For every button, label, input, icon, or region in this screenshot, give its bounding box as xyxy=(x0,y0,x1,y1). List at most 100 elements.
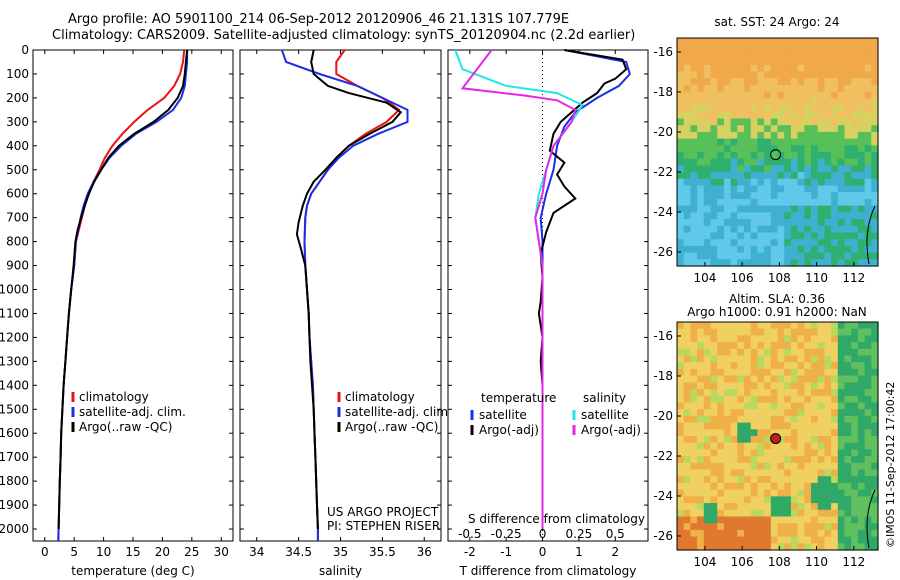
map-cell xyxy=(723,98,732,106)
map-cell xyxy=(770,125,779,133)
map-cell xyxy=(723,469,732,477)
map-cell xyxy=(710,125,718,133)
map-cell xyxy=(683,375,691,383)
map-cell xyxy=(817,536,825,544)
map-cell xyxy=(750,38,758,46)
map-cell xyxy=(710,192,718,200)
map-cell xyxy=(777,145,785,153)
map-cell xyxy=(811,516,819,524)
map-cell xyxy=(864,348,872,357)
map-cell xyxy=(710,415,718,424)
map-cell xyxy=(777,152,785,160)
map-cell xyxy=(717,456,725,464)
map-cell xyxy=(777,429,785,437)
map-cell xyxy=(710,118,718,126)
map-cell xyxy=(703,462,712,471)
map-cell xyxy=(797,469,805,477)
map-cell xyxy=(723,395,732,404)
map-cell xyxy=(683,422,691,430)
map-cell xyxy=(697,442,705,450)
map-cell xyxy=(710,64,718,73)
map-cell xyxy=(750,456,758,464)
map-cell xyxy=(750,436,758,444)
map-cell xyxy=(871,429,879,437)
map-cell xyxy=(790,415,799,424)
map-cell xyxy=(770,38,779,46)
map-cell xyxy=(837,51,846,59)
map-cell xyxy=(757,422,765,430)
map-cell xyxy=(770,259,779,267)
map-cell xyxy=(804,348,812,357)
map-cell xyxy=(817,105,825,113)
map-cell xyxy=(677,389,685,397)
map-cell xyxy=(764,449,772,457)
map-cell xyxy=(857,118,866,126)
map-cell xyxy=(710,198,718,207)
map-cell xyxy=(817,469,825,477)
map-cell xyxy=(811,523,819,531)
map-cell xyxy=(750,509,758,518)
map-cell xyxy=(750,165,758,173)
map-cell xyxy=(710,212,718,220)
map-cell xyxy=(864,543,872,551)
map-cell xyxy=(844,489,852,497)
top-axis-label: S difference from climatology xyxy=(468,512,645,526)
map-cell xyxy=(837,375,846,383)
map-cell xyxy=(790,165,799,173)
map-cell xyxy=(677,158,685,166)
map-cell xyxy=(837,58,846,66)
map-cell xyxy=(777,198,785,207)
map-cell xyxy=(744,232,752,240)
map-cell xyxy=(797,172,805,180)
map-cell xyxy=(697,178,705,187)
map-cell xyxy=(723,58,732,66)
map-cell xyxy=(851,395,859,404)
map-cell xyxy=(837,71,846,79)
map-cell xyxy=(710,178,718,187)
map-cell xyxy=(770,516,779,524)
map-cell xyxy=(844,456,852,464)
map-cell xyxy=(737,436,745,444)
map-cell xyxy=(710,456,718,464)
map-cell xyxy=(857,125,866,133)
map-cell xyxy=(683,342,691,350)
map-cell xyxy=(737,198,745,207)
map-cell xyxy=(811,543,819,551)
map-cell xyxy=(717,368,725,377)
map-cell xyxy=(730,105,738,113)
map-cell xyxy=(764,536,772,544)
map-cell xyxy=(730,342,738,350)
map-cell xyxy=(710,355,718,363)
map-cell xyxy=(811,192,819,200)
map-cell xyxy=(744,245,752,254)
map-cell xyxy=(690,415,698,424)
map-cell xyxy=(703,395,712,404)
map-cell xyxy=(864,98,872,106)
map-cell xyxy=(717,192,725,200)
map-cell xyxy=(811,422,819,430)
y-tick-label: -16 xyxy=(653,329,673,343)
map-cell xyxy=(710,245,718,254)
map-cell xyxy=(697,348,705,357)
map-cell xyxy=(697,368,705,377)
x-tick-label: 30 xyxy=(214,545,229,559)
map-cell xyxy=(824,138,832,146)
map-cell xyxy=(777,78,785,86)
map-cell xyxy=(797,335,805,343)
map-cell xyxy=(831,64,839,73)
map-cell xyxy=(784,111,792,120)
map-cell xyxy=(784,219,792,227)
map-cell xyxy=(831,212,839,220)
map-cell xyxy=(737,51,745,59)
map-cell xyxy=(730,368,738,377)
map-cell xyxy=(844,232,852,240)
map-cell xyxy=(824,395,832,404)
map-cell xyxy=(717,152,725,160)
map-cell xyxy=(737,185,745,193)
map-cell xyxy=(703,503,712,511)
map-cell xyxy=(717,38,725,46)
map-cell xyxy=(770,328,779,336)
map-cell xyxy=(683,482,691,491)
map-cell xyxy=(797,105,805,113)
map-cell xyxy=(790,98,799,106)
